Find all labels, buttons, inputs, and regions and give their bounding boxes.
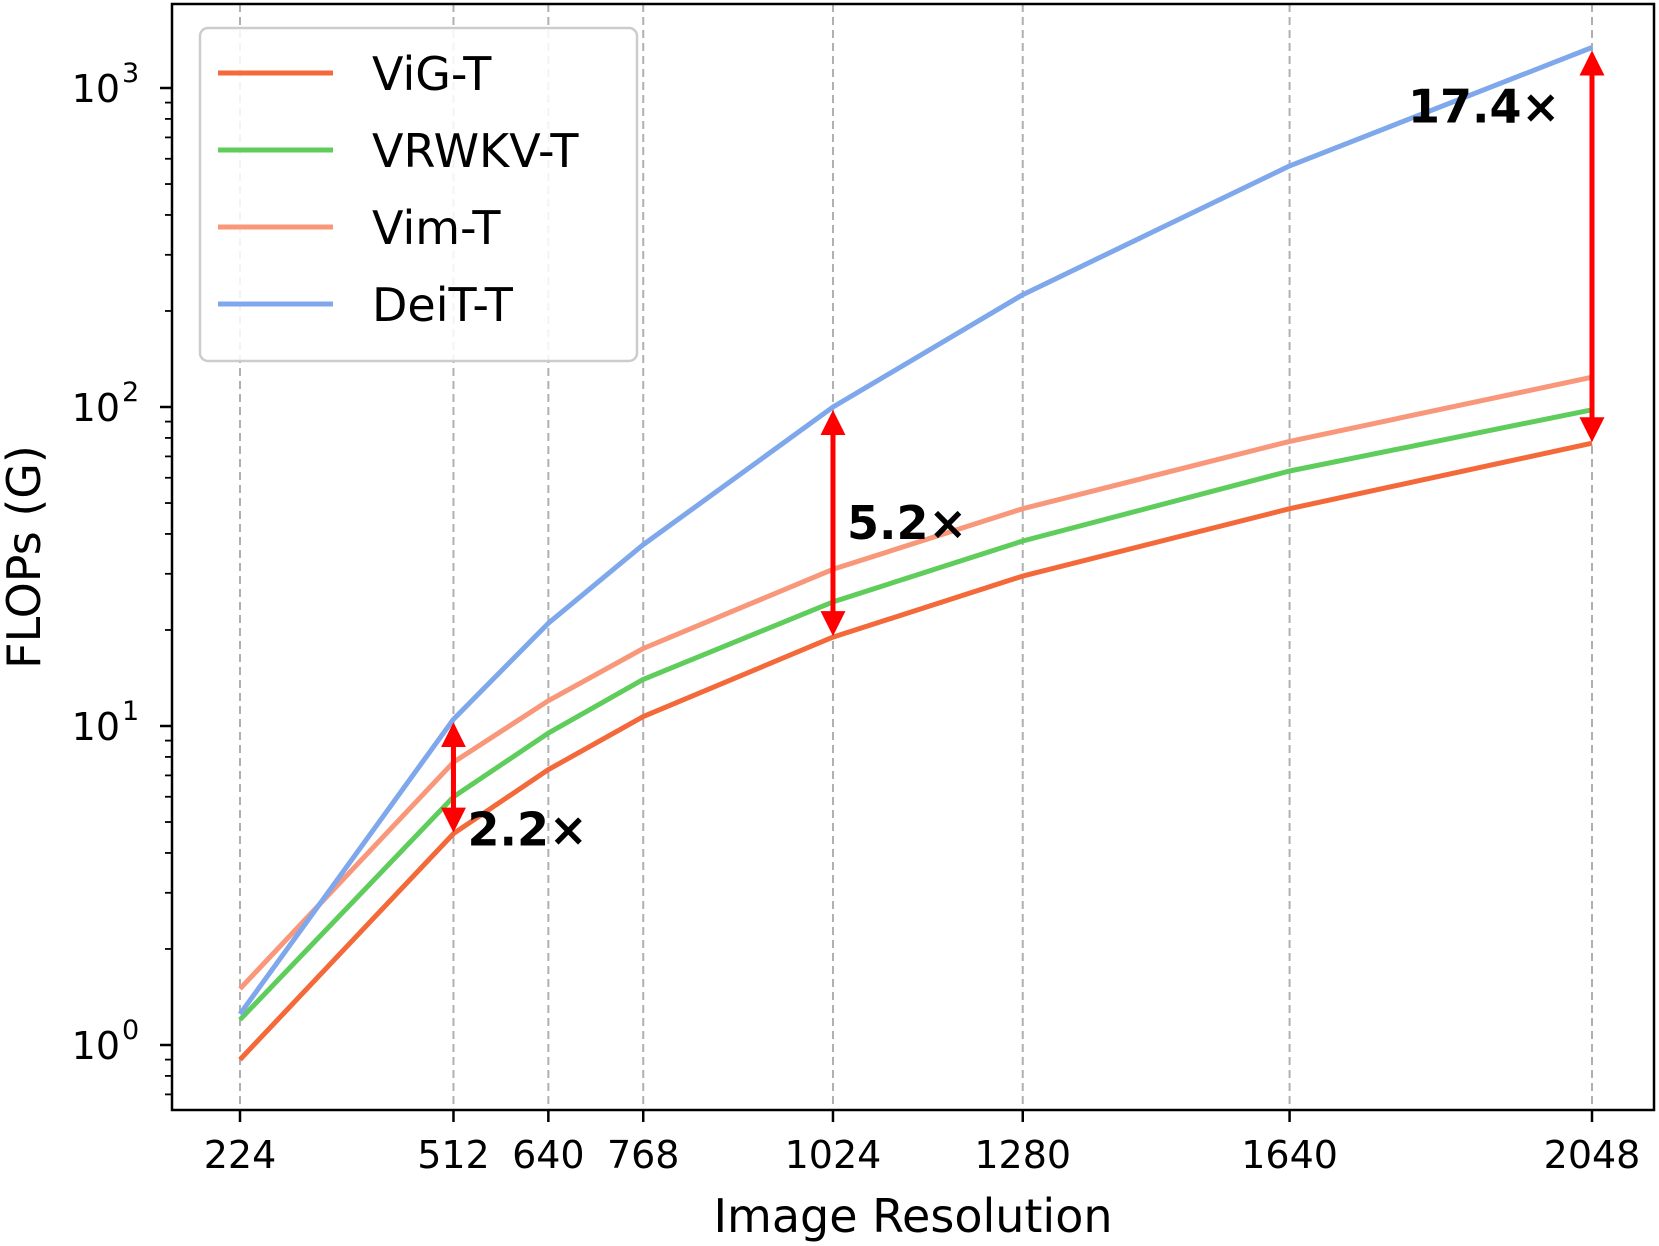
legend-label: ViG-T	[372, 47, 492, 101]
x-tick-label: 1280	[974, 1133, 1071, 1177]
x-tick-label: 1024	[785, 1133, 882, 1177]
ratio-label: 17.4×	[1408, 79, 1560, 133]
series-lines	[237, 45, 1593, 1062]
series-line-vig-t	[238, 440, 1593, 1062]
y-tick-label: 10	[72, 67, 120, 111]
series-line-deit-t	[237, 45, 1593, 1016]
y-tick-exponent: 2	[122, 377, 139, 408]
ratio-label: 5.2×	[847, 496, 967, 550]
y-tick-exponent: 1	[122, 696, 139, 727]
plot-area-frame	[170, 2, 1656, 1112]
legend: ViG-T VRWKV-T Vim-T DeiT-T	[198, 26, 639, 363]
legend-label: VRWKV-T	[372, 124, 579, 178]
x-tick-label: 512	[417, 1133, 490, 1177]
series-line-vim-t	[238, 374, 1593, 991]
x-tick-label: 768	[607, 1133, 680, 1177]
y-tick-label: 10	[72, 1024, 120, 1068]
y-tick-exponent: 3	[122, 58, 139, 89]
y-tick-label: 10	[72, 386, 120, 430]
y-tick-label: 10	[72, 705, 120, 749]
series-line-vrwkv-t	[238, 407, 1593, 1022]
legend-label: DeiT-T	[372, 278, 514, 332]
x-tick-label: 1640	[1241, 1133, 1338, 1177]
ratio-label: 2.2×	[467, 802, 587, 856]
legend-box	[198, 26, 639, 363]
x-axis-label: Image Resolution	[713, 1189, 1112, 1243]
x-tick-label: 2048	[1544, 1133, 1641, 1177]
legend-label: Vim-T	[372, 201, 501, 255]
x-tick-label: 640	[512, 1133, 585, 1177]
annotations: 2.2× 5.2× 17.4×	[440, 50, 1605, 856]
y-tick-exponent: 0	[122, 1015, 139, 1046]
y-axis-label: FLOPs (G)	[0, 445, 51, 669]
x-tick-label: 224	[204, 1133, 277, 1177]
